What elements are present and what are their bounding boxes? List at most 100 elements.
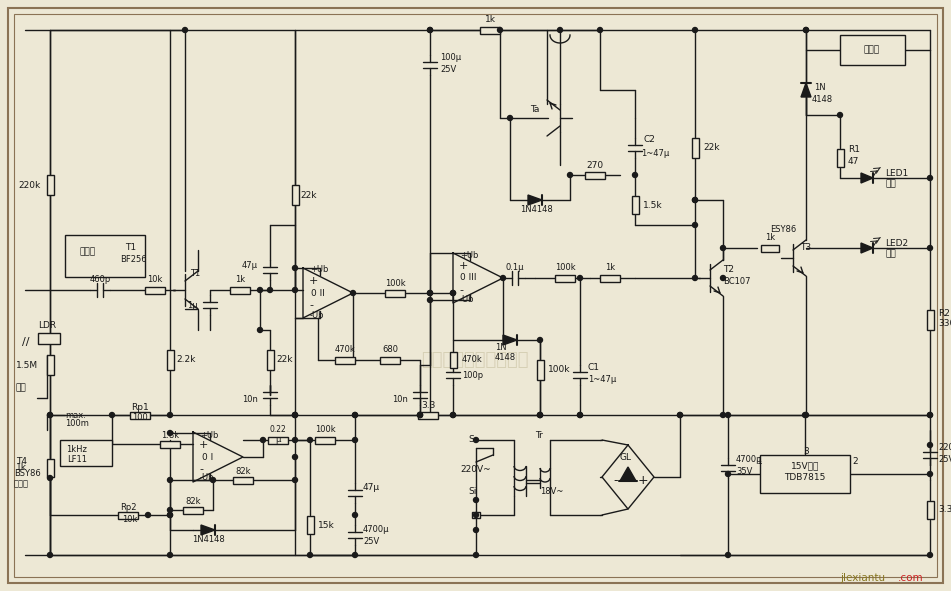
Text: 470k: 470k bbox=[462, 356, 483, 365]
Circle shape bbox=[353, 512, 358, 518]
Circle shape bbox=[428, 28, 433, 33]
Bar bbox=[631, 196, 638, 214]
Text: jlexiantu: jlexiantu bbox=[840, 573, 885, 583]
Circle shape bbox=[474, 498, 478, 502]
Text: 1~47μ: 1~47μ bbox=[641, 148, 670, 157]
Bar bbox=[38, 333, 60, 344]
Text: -Ub: -Ub bbox=[200, 473, 215, 482]
Text: 100p: 100p bbox=[462, 371, 483, 379]
Text: 1k: 1k bbox=[605, 264, 615, 272]
Bar bbox=[418, 411, 438, 418]
Bar bbox=[60, 440, 112, 466]
Circle shape bbox=[48, 476, 52, 480]
Text: 22k: 22k bbox=[276, 356, 293, 365]
Text: 330: 330 bbox=[938, 319, 951, 327]
Text: 470k: 470k bbox=[335, 346, 356, 355]
Circle shape bbox=[428, 291, 433, 296]
Text: +Ub: +Ub bbox=[460, 251, 478, 259]
Text: BF256: BF256 bbox=[120, 255, 146, 265]
Text: 2.2k: 2.2k bbox=[176, 356, 195, 365]
Bar bbox=[266, 350, 274, 370]
Text: 22k: 22k bbox=[300, 190, 317, 200]
Circle shape bbox=[577, 413, 583, 417]
Text: Ta: Ta bbox=[530, 106, 539, 115]
Circle shape bbox=[428, 291, 433, 296]
Text: LF11: LF11 bbox=[67, 454, 87, 463]
Text: R1: R1 bbox=[848, 145, 860, 154]
Circle shape bbox=[677, 413, 683, 417]
Text: +Ub: +Ub bbox=[200, 430, 219, 440]
Text: BC107: BC107 bbox=[723, 277, 750, 285]
Text: μ: μ bbox=[275, 434, 281, 443]
Circle shape bbox=[537, 413, 542, 417]
Circle shape bbox=[726, 472, 730, 476]
Text: 2: 2 bbox=[852, 456, 858, 466]
Text: 1N: 1N bbox=[495, 343, 507, 352]
Text: Tr: Tr bbox=[535, 431, 543, 440]
Text: 220μ: 220μ bbox=[938, 443, 951, 453]
Text: 25V: 25V bbox=[440, 66, 456, 74]
Text: T3: T3 bbox=[800, 243, 811, 252]
Circle shape bbox=[537, 413, 542, 417]
Polygon shape bbox=[503, 335, 517, 345]
Circle shape bbox=[293, 413, 298, 417]
Text: 1N: 1N bbox=[814, 83, 825, 93]
Bar bbox=[233, 476, 253, 483]
Text: 100: 100 bbox=[132, 414, 147, 423]
Circle shape bbox=[267, 287, 273, 293]
Bar bbox=[600, 274, 620, 281]
Circle shape bbox=[927, 443, 933, 447]
Text: T1: T1 bbox=[190, 269, 201, 278]
Text: 1: 1 bbox=[757, 456, 763, 466]
Bar bbox=[585, 171, 605, 178]
Text: 1k: 1k bbox=[484, 15, 495, 24]
Text: //: // bbox=[22, 337, 29, 347]
Text: T2: T2 bbox=[723, 265, 734, 274]
Bar bbox=[145, 287, 165, 294]
Circle shape bbox=[293, 454, 298, 459]
Circle shape bbox=[721, 245, 726, 251]
Text: Si: Si bbox=[468, 488, 476, 496]
Text: C2: C2 bbox=[643, 135, 655, 145]
Text: R2: R2 bbox=[938, 309, 950, 317]
Circle shape bbox=[307, 437, 313, 443]
Bar bbox=[472, 512, 480, 518]
Bar bbox=[555, 274, 575, 281]
Circle shape bbox=[474, 437, 478, 443]
Circle shape bbox=[451, 291, 456, 296]
Text: BSY86: BSY86 bbox=[14, 469, 41, 479]
Circle shape bbox=[927, 176, 933, 180]
Text: 18V~: 18V~ bbox=[540, 488, 563, 496]
Circle shape bbox=[721, 275, 726, 281]
Circle shape bbox=[183, 28, 187, 33]
Circle shape bbox=[597, 28, 603, 33]
Circle shape bbox=[353, 553, 358, 557]
Text: 680: 680 bbox=[382, 346, 398, 355]
Circle shape bbox=[261, 437, 265, 443]
Text: 杭州耐睿科技有限公司: 杭州耐睿科技有限公司 bbox=[421, 351, 529, 369]
Bar bbox=[691, 138, 698, 158]
Circle shape bbox=[210, 478, 216, 482]
Text: 发射器: 发射器 bbox=[14, 479, 29, 489]
Text: max.: max. bbox=[65, 411, 86, 420]
Circle shape bbox=[353, 437, 358, 443]
Text: 0 II: 0 II bbox=[311, 288, 325, 297]
Text: ESY86: ESY86 bbox=[770, 226, 796, 235]
Text: 47μ: 47μ bbox=[242, 261, 258, 269]
Bar bbox=[760, 455, 850, 493]
Bar bbox=[536, 360, 544, 380]
Circle shape bbox=[451, 291, 456, 296]
Circle shape bbox=[726, 553, 730, 557]
Polygon shape bbox=[861, 243, 873, 253]
Text: -Ub: -Ub bbox=[460, 296, 475, 304]
Text: 4148: 4148 bbox=[812, 95, 833, 103]
Bar bbox=[47, 355, 53, 375]
Text: 1k: 1k bbox=[765, 233, 775, 242]
Text: 100k: 100k bbox=[385, 278, 405, 287]
Text: +: + bbox=[199, 440, 208, 450]
Bar bbox=[480, 27, 500, 34]
Text: TDB7815: TDB7815 bbox=[785, 472, 825, 482]
Text: 82k: 82k bbox=[185, 496, 201, 505]
Text: +: + bbox=[638, 475, 649, 488]
Text: 工作: 工作 bbox=[885, 249, 896, 258]
